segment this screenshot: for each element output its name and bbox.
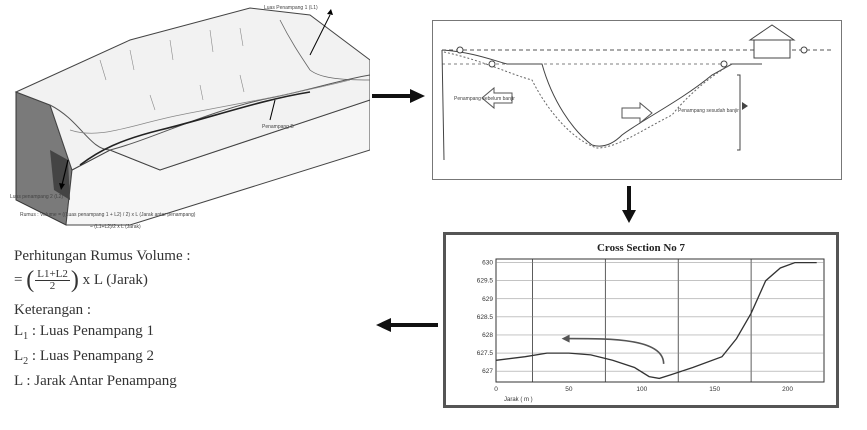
label-penampang-sesudah: Penampang sesudah banjir	[678, 108, 739, 114]
keterangan-description: : Jarak Antar Penampang	[23, 373, 177, 389]
x-tick-label: 0	[494, 386, 498, 393]
label-luas-penampang-2: Luas penampang 2 (L2)	[10, 194, 63, 200]
label-penampang-sebelum: Penampang sebelum banjir	[454, 96, 515, 102]
label-penampang-b: Penampang B	[262, 124, 294, 130]
annotation-arrow	[568, 339, 664, 364]
x-tick-label: 50	[565, 386, 573, 393]
y-tick-label: 629	[482, 296, 493, 303]
cross-section-chart: Cross Section No 7 627 627.5 628 628.5 629 629…	[446, 235, 836, 405]
formula-denominator: 2	[35, 281, 70, 292]
keterangan-description: : Luas Penampang 1	[28, 323, 154, 339]
y-tick-label: 629.5	[477, 278, 494, 285]
y-tick-label: 628	[482, 332, 493, 339]
x-tick-label: 150	[709, 386, 720, 393]
chart-title: Cross Section No 7	[597, 242, 686, 254]
block-formula-line2: = (L1+L2)/2 x L (Jarak)	[90, 224, 141, 230]
keterangan-item: L2 : Luas Penampang 2	[14, 348, 354, 367]
arrow-left-icon	[376, 317, 438, 333]
x-tick-label: 200	[782, 386, 793, 393]
keterangan-description: : Luas Penampang 2	[28, 348, 154, 364]
x-axis-label: Jarak ( m )	[504, 397, 533, 403]
river-section-diagram: Penampang sebelum banjir Penampang sesud…	[432, 20, 842, 180]
y-tick-label: 628.5	[477, 314, 494, 321]
arrow-right-icon	[372, 88, 426, 104]
keterangan-item: L : Jarak Antar Penampang	[14, 373, 354, 390]
keterangan-symbol: L	[14, 373, 23, 389]
y-tick-label: 627.5	[477, 350, 494, 357]
block-formula-line1: Rumus : Volume = ((Luas penampang 1 + L2…	[20, 212, 196, 218]
formula-fraction: L1+L2 2	[35, 269, 70, 292]
volume-formula-block: Perhitungan Rumus Volume : = (L1+L2 2) x …	[14, 248, 354, 390]
y-tick-label: 627	[482, 368, 493, 375]
volume-formula: = (L1+L2 2) x L (Jarak)	[14, 267, 354, 294]
formula-suffix: x L (Jarak)	[83, 272, 148, 288]
formula-prefix: =	[14, 272, 22, 288]
keterangan-list: L1 : Luas Penampang 1 L2 : Luas Penampang…	[14, 323, 354, 390]
arrow-down-icon	[621, 186, 637, 224]
y-tick-label: 630	[482, 260, 493, 267]
plot-area	[496, 259, 824, 382]
annotation-arrowhead	[562, 335, 570, 343]
label-luas-penampang-1: Luas Penampang 1 (L1)	[264, 5, 318, 11]
keterangan-symbol: L	[14, 323, 23, 339]
keterangan-item: L1 : Luas Penampang 1	[14, 323, 354, 342]
keterangan-symbol: L	[14, 348, 23, 364]
terrain-block-diagram: Luas Penampang 1 (L1) Penampang B Luas p…	[10, 0, 370, 240]
volume-title: Perhitungan Rumus Volume :	[14, 248, 354, 265]
keterangan-label: Keterangan :	[14, 302, 354, 319]
x-tick-label: 100	[636, 386, 647, 393]
series-line	[496, 263, 817, 379]
